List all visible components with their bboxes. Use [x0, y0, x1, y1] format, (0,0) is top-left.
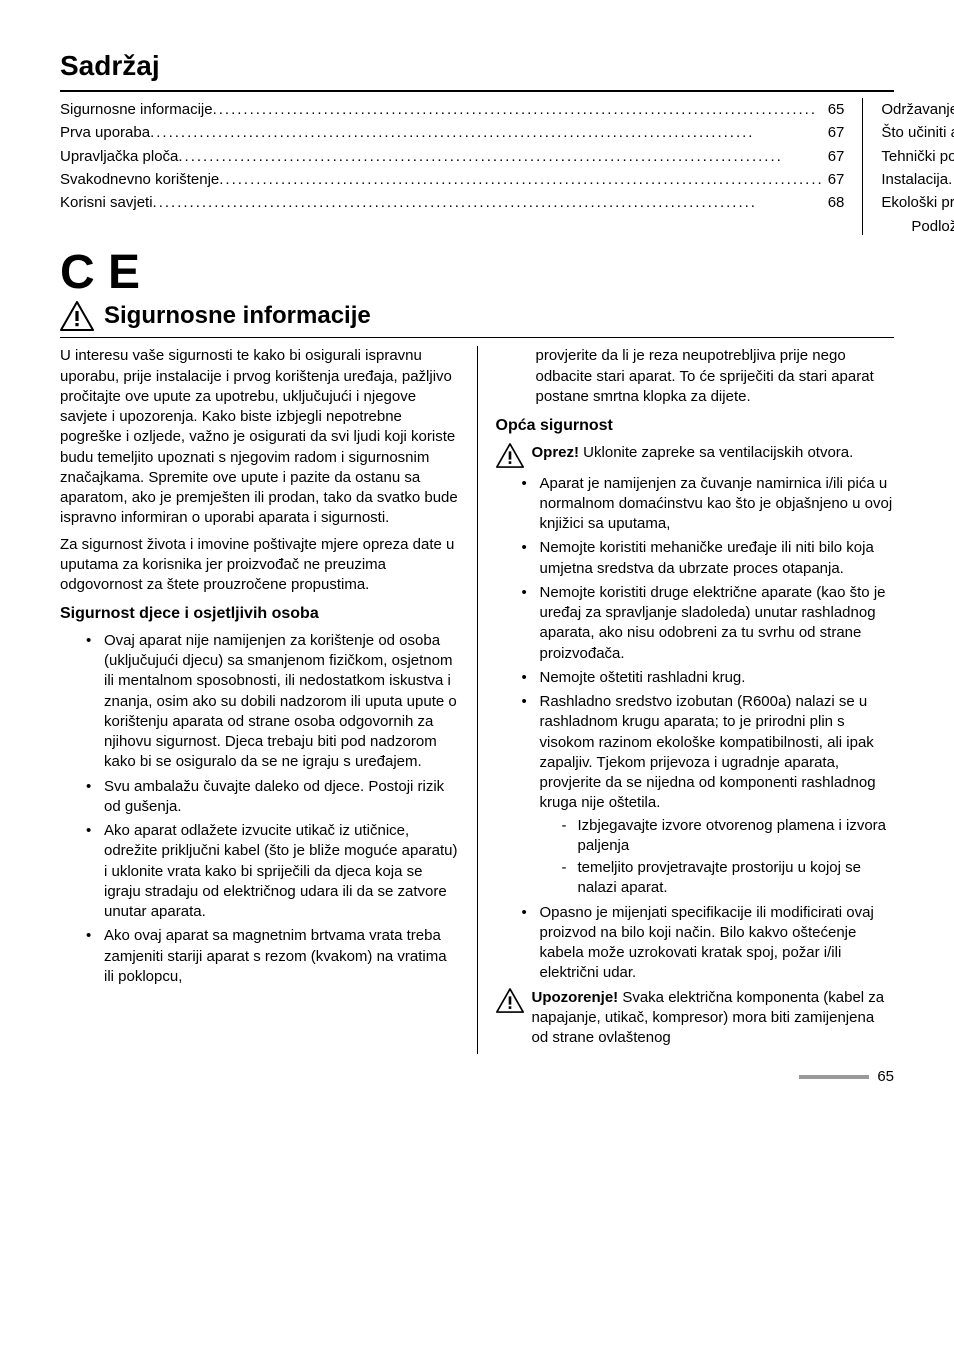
toc-entry: Svakodnevno korištenje 67 — [60, 168, 844, 191]
toc-column-left: Sigurnosne informacije65Prva uporaba67Up… — [60, 98, 863, 235]
warning-icon — [60, 301, 94, 331]
toc-entry: Sigurnosne informacije 65 — [60, 98, 844, 121]
paragraph: provjerite da li je reza neupotrebljiva … — [496, 346, 895, 407]
toc-entry: Održavanje i čišćenje68 — [881, 98, 954, 121]
toc-label: Instalacija — [881, 168, 948, 191]
toc-label: Korisni savjeti — [60, 191, 153, 214]
list-item: Svu ambalažu čuvajte daleko od djece. Po… — [86, 777, 459, 818]
caution-label: Oprez! — [532, 444, 580, 461]
list-item: temeljito provjetravajte prostoriju u ko… — [562, 858, 895, 899]
list-item: Opasno je mijenjati specifikacije ili mo… — [522, 903, 895, 984]
toc-page: 67 — [824, 145, 845, 168]
toc-entry: Što učiniti ako69 — [881, 121, 954, 144]
toc-leader — [219, 168, 823, 191]
list-item: Nemojte oštetiti rashladni krug. — [522, 668, 895, 688]
toc-entry: Prva uporaba 67 — [60, 121, 844, 144]
bullet-list: Aparat je namijenjen za čuvanje namirnic… — [522, 474, 895, 984]
toc-label: Prva uporaba — [60, 121, 150, 144]
warning-label: Upozorenje! — [532, 989, 619, 1006]
toc-label: Ekološki problemi — [881, 191, 954, 214]
body-columns: U interesu vaše sigurnosti te kako bi os… — [60, 346, 894, 1054]
subsection-heading: Opća sigurnost — [496, 415, 895, 437]
page-title: Sadržaj — [60, 50, 894, 82]
toc-column-right: Održavanje i čišćenje68Što učiniti ako69… — [863, 98, 954, 235]
toc-page: 65 — [824, 98, 845, 121]
toc-footnote: Podložno promjenama bez prethodne najave — [881, 218, 954, 235]
warning-icon — [496, 988, 524, 1013]
warning-block: Upozorenje! Svaka električna komponenta … — [496, 988, 895, 1049]
list-item: Ovaj aparat nije namijenjen za korištenj… — [86, 631, 459, 773]
divider — [60, 337, 894, 338]
list-item: Nemojte koristiti druge električne apara… — [522, 583, 895, 664]
toc-entry: Instalacija70 — [881, 168, 954, 191]
page-number: 65 — [877, 1068, 894, 1085]
paragraph: Za sigurnost života i imovine poštivajte… — [60, 535, 459, 596]
toc-page: 67 — [824, 168, 845, 191]
caution-block: Oprez! Uklonite zapreke sa ventilacijski… — [496, 443, 895, 468]
toc-entry: Ekološki problemi71 — [881, 191, 954, 214]
list-item: Ako ovaj aparat sa magnetnim brtvama vra… — [86, 926, 459, 987]
toc-leader — [948, 168, 954, 191]
toc-label: Što učiniti ako — [881, 121, 954, 144]
toc-label: Održavanje i čišćenje — [881, 98, 954, 121]
ce-mark: C E — [60, 249, 894, 297]
list-item: Rashladno sredstvo izobutan (R600a) nala… — [522, 692, 895, 899]
left-column: U interesu vaše sigurnosti te kako bi os… — [60, 346, 478, 1054]
bullet-list: Ovaj aparat nije namijenjen za korištenj… — [86, 631, 459, 987]
divider — [60, 90, 894, 92]
page-footer: 65 — [60, 1068, 894, 1085]
toc-entry: Tehnički podaci70 — [881, 145, 954, 168]
warning-icon — [496, 443, 524, 468]
list-item: Nemojte koristiti mehaničke uređaje ili … — [522, 538, 895, 579]
caution-body: Uklonite zapreke sa ventilacijskih otvor… — [579, 444, 853, 461]
dash-list: Izbjegavajte izvore otvorenog plamena i … — [562, 816, 895, 899]
section-heading: Sigurnosne informacije — [104, 302, 371, 330]
toc-label: Svakodnevno korištenje — [60, 168, 219, 191]
toc-entry: Upravljačka ploča 67 — [60, 145, 844, 168]
toc-label: Sigurnosne informacije — [60, 98, 213, 121]
caution-text: Oprez! Uklonite zapreke sa ventilacijski… — [532, 443, 895, 463]
toc-leader — [213, 98, 824, 121]
toc-page: 68 — [824, 191, 845, 214]
toc-label: Upravljačka ploča — [60, 145, 178, 168]
toc-leader — [150, 121, 824, 144]
list-item: Ako aparat odlažete izvucite utikač iz u… — [86, 821, 459, 922]
toc-entry: Korisni savjeti 68 — [60, 191, 844, 214]
toc-leader — [153, 191, 824, 214]
right-column: provjerite da li je reza neupotrebljiva … — [478, 346, 895, 1054]
toc-leader — [178, 145, 823, 168]
section-heading-row: Sigurnosne informacije — [60, 301, 894, 331]
table-of-contents: Sigurnosne informacije65Prva uporaba67Up… — [60, 98, 894, 235]
list-item: Izbjegavajte izvore otvorenog plamena i … — [562, 816, 895, 857]
warning-text: Upozorenje! Svaka električna komponenta … — [532, 988, 895, 1049]
toc-page: 67 — [824, 121, 845, 144]
subsection-heading: Sigurnost djece i osjetljivih osoba — [60, 603, 459, 625]
list-item: Aparat je namijenjen za čuvanje namirnic… — [522, 474, 895, 535]
footer-bar — [799, 1075, 869, 1079]
paragraph: U interesu vaše sigurnosti te kako bi os… — [60, 346, 459, 528]
toc-label: Tehnički podaci — [881, 145, 954, 168]
